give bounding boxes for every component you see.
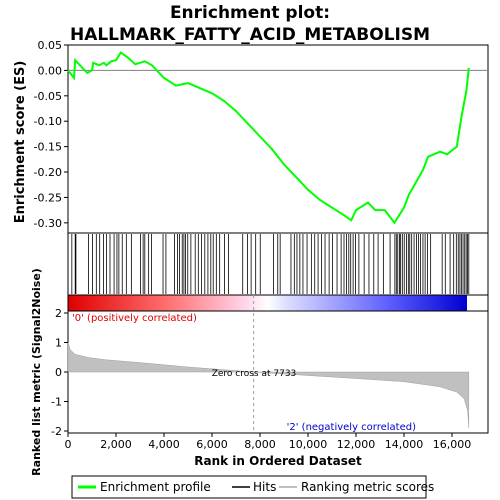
enrichment-profile-line (67, 51, 470, 225)
es-y-tick-label: -0.05 (34, 90, 62, 103)
ranking-color-bar (68, 295, 467, 311)
x-tick-label: 0 (65, 438, 72, 451)
es-y-tick-label: -0.30 (34, 217, 62, 230)
x-axis-label: Rank in Ordered Dataset (194, 454, 362, 468)
negative-label: '2' (negatively correlated) (287, 422, 416, 433)
x-tick-label: 14,000 (385, 438, 424, 451)
es-ylabel: Enrichment score (ES) (13, 61, 28, 224)
x-tick-label: 4,000 (148, 438, 180, 451)
x-tick-label: 10,000 (289, 438, 328, 451)
ranking-metric-area (67, 342, 470, 429)
rank-y-tick-label: 0 (55, 366, 62, 379)
hits-marks (71, 234, 470, 294)
legend-label-hits: Hits (253, 480, 276, 494)
rank-y-tick-label: 2 (55, 307, 62, 320)
x-tick-label: 16,000 (433, 438, 472, 451)
es-y-axis: 0.05 0.00 -0.05 -0.10 -0.15 -0.20 -0.25 -0.30 (34, 39, 68, 230)
title-line-1: Enrichment plot: (170, 3, 330, 23)
rank-y-axis: 2 1 0 -1 -2 (51, 307, 68, 438)
legend-label-ranking: Ranking metric scores (301, 480, 434, 494)
x-tick-label: 8,000 (244, 438, 276, 451)
title-line-2: HALLMARK_FATTY_ACID_METABOLISM (70, 25, 430, 45)
x-axis: 0 2,000 4,000 6,000 8,000 10,000 12,000 14,000 1… (65, 433, 472, 451)
es-y-tick-label: -0.10 (34, 115, 62, 128)
rank-y-tick-label: -2 (51, 425, 62, 438)
zero-cross-label: Zero cross at 7733 (212, 369, 297, 379)
es-y-tick-label: 0.05 (38, 39, 63, 52)
x-tick-label: 2,000 (100, 438, 132, 451)
es-y-tick-label: -0.25 (34, 191, 62, 204)
rank-y-tick-label: -1 (51, 396, 62, 409)
x-tick-label: 6,000 (196, 438, 228, 451)
es-y-tick-label: -0.20 (34, 166, 62, 179)
rank-ylabel: Ranked list metric (Signal2Noise) (30, 268, 43, 476)
es-y-tick-label: 0.00 (38, 64, 63, 77)
rank-y-tick-label: 1 (55, 337, 62, 350)
x-tick-label: 12,000 (337, 438, 376, 451)
positive-label: '0' (positively correlated) (72, 313, 197, 324)
legend-label-profile: Enrichment profile (100, 480, 211, 494)
es-panel-frame (67, 44, 489, 234)
es-y-tick-label: -0.15 (34, 141, 62, 154)
